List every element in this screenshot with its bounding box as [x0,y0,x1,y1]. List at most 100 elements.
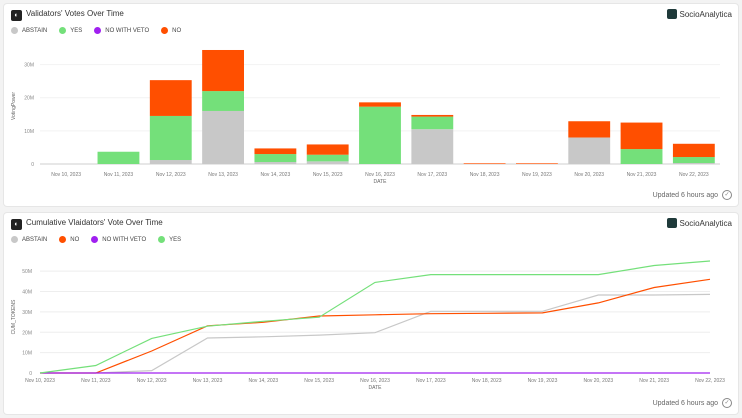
bar-segment [672,143,715,158]
x-tick-label: Nov 12, 2023 [137,378,167,384]
bar-segment [202,91,244,111]
x-tick-label: Nov 16, 2023 [360,378,390,384]
bar-segment [568,121,611,138]
bar-segment [411,129,454,164]
updated-text: Updated 6 hours ago [652,191,718,199]
x-tick-label: Nov 11, 2023 [104,172,134,178]
chart-legend: ABSTAIN YES NO WITH VETO NO [11,27,181,34]
cumulative-line-chart: 0 10M 20M 30M 40M 50M Nov 10, 2023 Nov 11, 2023… [11,260,725,391]
series-line [40,293,711,374]
y-tick-label: 40M [22,290,32,296]
x-tick-label: Nov 17, 2023 [416,378,446,384]
updated-status: Updated 6 hours ago ✓ [653,398,732,408]
bar-segment [202,110,244,164]
legend-item-abstain[interactable]: ABSTAIN [11,236,47,243]
check-icon[interactable]: ✓ [722,398,732,408]
legend-label: NO WITH VETO [102,236,147,243]
y-axis-label: CUM_TOKENS [11,299,17,334]
legend-item-no[interactable]: NO [161,27,181,34]
series-line [40,278,711,374]
updated-status: Updated 6 hours ago ✓ [653,190,732,200]
chart-title: Validators' Votes Over Time [26,9,124,18]
bar-segment [254,148,297,155]
legend-label: ABSTAIN [22,236,48,243]
bar-segment [254,154,297,163]
legend-label: YES [70,27,83,34]
bar-segment [620,149,663,164]
bar-segment [359,106,401,164]
brand-logo-icon [666,9,677,19]
brand-link[interactable]: SocioAnalytica [666,218,732,228]
x-tick-label: Nov 10, 2023 [51,172,81,178]
bar-segment [672,163,715,164]
legend-item-no[interactable]: NO [59,236,79,243]
legend-item-yes[interactable]: YES [59,27,82,34]
cumulative-chart-card: ◐ Cumulative Vlaidators' Vote Over Time … [3,212,739,415]
bar-segment [672,157,715,164]
legend-dot-icon [91,236,99,243]
bar-segment [254,162,297,164]
check-icon[interactable]: ✓ [722,190,732,200]
x-tick-label: Nov 15, 2023 [304,378,334,384]
legend-label: YES [169,236,182,243]
y-tick-label: 10M [24,129,34,135]
brand-name: SocioAnalytica [679,218,732,228]
legend-item-abstain[interactable]: ABSTAIN [11,27,47,34]
legend-dot-icon [59,236,67,243]
x-axis-label: DATE [369,385,383,391]
x-tick-label: Nov 13, 2023 [208,172,238,178]
x-tick-label: Nov 22, 2023 [695,378,725,384]
legend-label: NO WITH VETO [105,27,150,34]
legend-label: NO [172,27,182,34]
x-tick-label: Nov 22, 2023 [679,172,709,178]
bar-segment [568,137,611,164]
x-tick-label: Nov 15, 2023 [313,172,343,178]
x-tick-label: Nov 20, 2023 [583,378,613,384]
x-tick-label: Nov 14, 2023 [261,172,291,178]
bar-segment [202,49,244,92]
y-tick-label: 0 [31,162,34,168]
x-tick-label: Nov 20, 2023 [574,172,604,178]
y-tick-label: 20M [24,96,34,102]
y-tick-label: 20M [22,330,32,336]
y-tick-label: 10M [22,351,32,357]
legend-item-yes[interactable]: YES [158,236,181,243]
y-tick-label: 0 [29,371,32,377]
chart-title: Cumulative Vlaidators' Vote Over Time [26,218,163,227]
x-tick-label: Nov 17, 2023 [417,172,447,178]
chart-logo-icon: ◐ [11,10,22,21]
legend-label: ABSTAIN [22,27,48,34]
legend-dot-icon [94,27,102,34]
votes-chart-card: ◐ Validators' Votes Over Time SocioAnaly… [3,3,739,207]
bar-segment [149,80,192,116]
x-tick-label: Nov 14, 2023 [248,378,278,384]
legend-dot-icon [59,27,67,34]
chart-logo-icon: ◐ [11,219,22,230]
legend-label: NO [70,236,80,243]
x-tick-label: Nov 11, 2023 [81,378,111,384]
bar-segment [411,116,454,130]
bar-segment [306,161,349,164]
legend-dot-icon [158,236,166,243]
chart-legend: ABSTAIN NO NO WITH VETO YES [11,236,181,243]
x-tick-label: Nov 19, 2023 [522,172,552,178]
x-axis-label: DATE [374,179,388,185]
y-tick-label: 30M [22,310,32,316]
x-tick-label: Nov 10, 2023 [25,378,55,384]
x-tick-label: Nov 16, 2023 [365,172,395,178]
legend-dot-icon [11,236,18,243]
updated-text: Updated 6 hours ago [652,399,718,407]
bar-segment [516,163,558,164]
bar-segment [463,163,506,164]
x-tick-label: Nov 18, 2023 [470,172,500,178]
y-tick-label: 50M [22,269,32,275]
brand-link[interactable]: SocioAnalytica [666,9,732,19]
x-tick-label: Nov 21, 2023 [639,378,669,384]
brand-logo-icon [666,218,677,228]
bar-segment [411,114,454,117]
bar-segment [359,102,401,107]
x-tick-label: Nov 12, 2023 [156,172,186,178]
bar-segment [149,115,192,161]
legend-item-no-with-veto[interactable]: NO WITH VETO [94,27,149,34]
legend-item-no-with-veto[interactable]: NO WITH VETO [91,236,146,243]
